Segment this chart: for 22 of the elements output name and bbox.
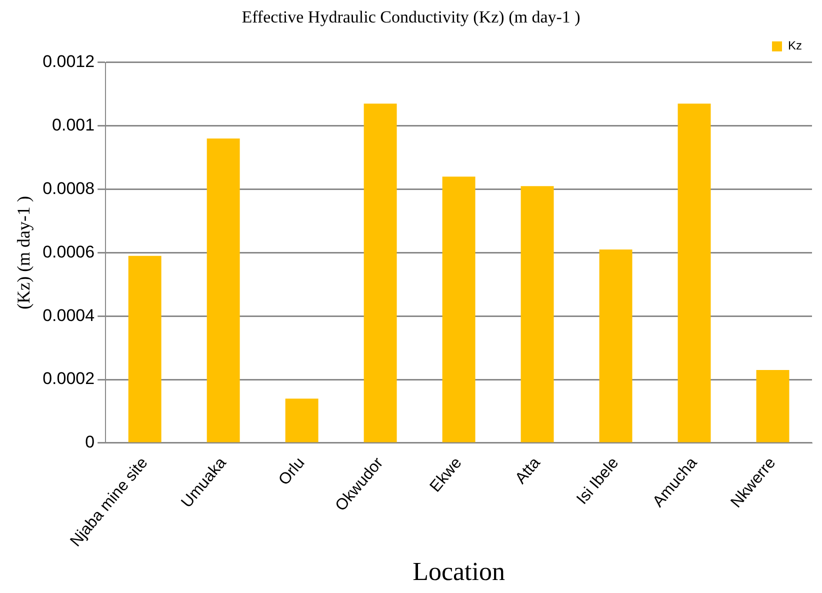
bar — [285, 398, 318, 442]
bar — [364, 104, 397, 442]
x-axis-title: Location — [412, 557, 506, 586]
y-tick-label: 0.0012 — [42, 52, 95, 72]
bar — [756, 370, 790, 442]
y-tick-label: 0.0006 — [42, 242, 95, 262]
y-tick-label: 0.001 — [52, 116, 95, 135]
y-axis-title: (Kz) (m day-1 ) — [14, 196, 34, 310]
y-tick-label: 0.0004 — [42, 306, 95, 325]
x-tick-label: Atta — [512, 454, 544, 488]
x-tick-label: Orlu — [276, 454, 308, 489]
y-tick-label: 0.0002 — [42, 369, 95, 388]
bar — [206, 138, 240, 442]
chart-title: Effective Hydraulic Conductivity (Kz) (m day-1 ) — [242, 8, 580, 27]
bar — [442, 176, 476, 442]
bar — [520, 186, 554, 442]
legend-label: Kz — [788, 38, 802, 53]
y-tick-label: 0 — [85, 432, 95, 452]
bar — [678, 104, 711, 442]
bar — [599, 250, 632, 442]
bar — [128, 256, 162, 442]
y-tick-label: 0.0008 — [42, 178, 95, 198]
